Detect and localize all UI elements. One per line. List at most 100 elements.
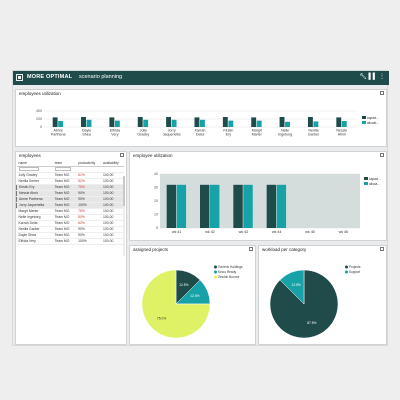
bar-0-10[interactable] [336,117,342,127]
bar-1-2[interactable] [114,120,120,127]
wrench-icon[interactable]: 🔧︎ [359,74,367,80]
panel-employee-utilization: employee utilization 0 10 20 30 40 wk 41 wk 42… [129,151,387,241]
cell-team: Team MO [52,178,77,185]
bar-0-3[interactable] [266,184,277,228]
bar-1-9[interactable] [313,121,319,127]
bar-0-0[interactable] [166,184,177,228]
bar-0-3[interactable] [137,117,143,127]
scroll-thumb[interactable] [123,176,125,206]
table-row[interactable]: Jorry Jaquenetta Team MO 100% 100.00 [15,202,124,209]
bar-1-4[interactable] [171,119,177,127]
slice-label: 87.5% [307,321,316,325]
table-row[interactable]: Nelle Ingeborg Team MO 50% 100.00 [16,214,124,221]
x-tick-label: Aimre Parthena [51,129,66,137]
bar-0-9[interactable] [307,117,313,127]
legend-label[interactable]: Zinchin Boonor [218,275,240,279]
slice-label: 12.5% [292,283,301,287]
y-tick-label: 200 [36,117,42,121]
table-row[interactable]: Nerilla Garber Team MO 90% 100.00 [16,226,124,233]
col-header-availability[interactable]: availability [101,160,124,167]
cell-team: Team MO [52,238,77,245]
bar-1-6[interactable] [228,120,234,127]
bar-0-4[interactable] [166,117,172,127]
legend-label[interactable]: capaci... [367,116,379,120]
bar-1-10[interactable] [341,121,347,127]
cell-name: Elfrida Very [16,238,53,245]
filter-name-input[interactable] [18,166,39,171]
bar-0-1[interactable] [200,184,210,228]
legend-label[interactable]: Generic Holdings [218,265,243,269]
bar-0-8[interactable] [279,117,285,127]
x-tick-label: wk 45 [305,230,314,234]
col-header-team[interactable]: team [52,160,77,167]
filter-team-input[interactable] [54,166,71,171]
x-tick-label: Dayle Shea [82,129,91,137]
legend-label[interactable]: Support [349,270,360,274]
cell-avail: 100.00 [101,196,124,203]
bar-1-3[interactable] [143,119,149,127]
legend-swatch [364,182,368,185]
panel-menu-icon[interactable] [380,153,384,157]
table-row[interactable]: Nerilla Semer Team MO 51% 100.00 [16,178,124,185]
legend-label[interactable]: allocat... [367,121,379,125]
table-row[interactable]: Nessie Almir Team MO 90% 100.00 [15,190,124,197]
table-row[interactable]: Dayle Shea Team MO 90% 100.00 [16,232,124,239]
pie-slice-2[interactable] [141,269,211,339]
bar-0-0[interactable] [52,117,58,127]
bar-0-2[interactable] [109,117,115,127]
bar-1-0[interactable] [58,121,64,127]
cell-team: Team MO [52,196,77,203]
legend-label[interactable]: alloca... [369,182,380,186]
cell-team: Team MO [52,226,77,233]
panel-title: employees [19,153,41,158]
bar-0-5[interactable] [194,117,200,127]
cell-team: Team MO [52,190,77,197]
bar-0-6[interactable] [222,117,228,127]
x-tick-label: Nessie Almir [336,129,347,137]
utilization-bar-chart: 0 10 20 30 40 wk 41 wk 42 wk 43 wk 44 wk 45 wk 46 c… [154,172,381,234]
bar-0-7[interactable] [251,117,257,127]
bar-1-8[interactable] [285,121,290,127]
cell-prod: 51% [76,178,101,185]
panel-title: employee utilization [133,153,173,158]
y-tick-label: 20 [154,199,158,203]
bar-0-2[interactable] [233,184,243,228]
table-scrollbar[interactable] [123,176,125,256]
bar-1-0[interactable] [176,184,187,228]
cell-prod: 90% [76,226,101,233]
panel-menu-icon[interactable] [120,153,124,157]
table-row[interactable]: Elfrida Very Team MO 100% 100.00 [16,238,124,245]
table-row[interactable]: Kirstin Ery Team MO 70% 100.00 [15,184,124,191]
columns-icon[interactable]: ▌▌ [368,74,377,80]
top-bar: MORE OPTIMAL scenario planning 🔧︎ ▌▌ ⋮ [13,71,389,85]
table-row[interactable]: Aimre Parthena Team MO 90% 100.00 [15,196,124,203]
bar-1-7[interactable] [256,120,262,127]
bar-1-3[interactable] [276,184,287,228]
panel-menu-icon[interactable] [380,247,384,251]
bar-1-2[interactable] [243,184,253,228]
legend-label[interactable]: Projects [349,265,361,269]
bar-0-1[interactable] [81,117,86,127]
x-tick-label: wk 46 [339,230,348,234]
legend-label[interactable]: capaci... [369,177,381,181]
table-row[interactable]: Karrah Delia Team MO 62% 100.00 [16,220,124,227]
table-row[interactable]: Margit Marier Team MO 78% 100.00 [16,208,124,215]
bar-1-1[interactable] [86,119,92,127]
cell-avail: 100.00 [101,208,124,215]
kebab-icon[interactable]: ⋮ [379,74,385,80]
col-header-productivity[interactable]: productivity [76,160,101,167]
col-header-name[interactable]: name [16,160,53,167]
panel-menu-icon[interactable] [380,91,384,95]
bar-1-5[interactable] [200,119,205,127]
bar-1-1[interactable] [210,184,220,228]
legend-dot [214,275,217,279]
slice-label: 12.5% [179,283,188,287]
table-row[interactable]: Jolly Gradey Team MO 61% 100.00 [16,172,124,179]
x-tick-label: wk 42 [205,230,214,234]
legend-label[interactable]: Kinco Ready [218,270,236,274]
pie-slice-1[interactable] [279,269,305,305]
panel-menu-icon[interactable] [249,247,253,251]
x-tick-label: Nelle Ingeborg [278,129,292,137]
legend-dot [345,265,348,269]
